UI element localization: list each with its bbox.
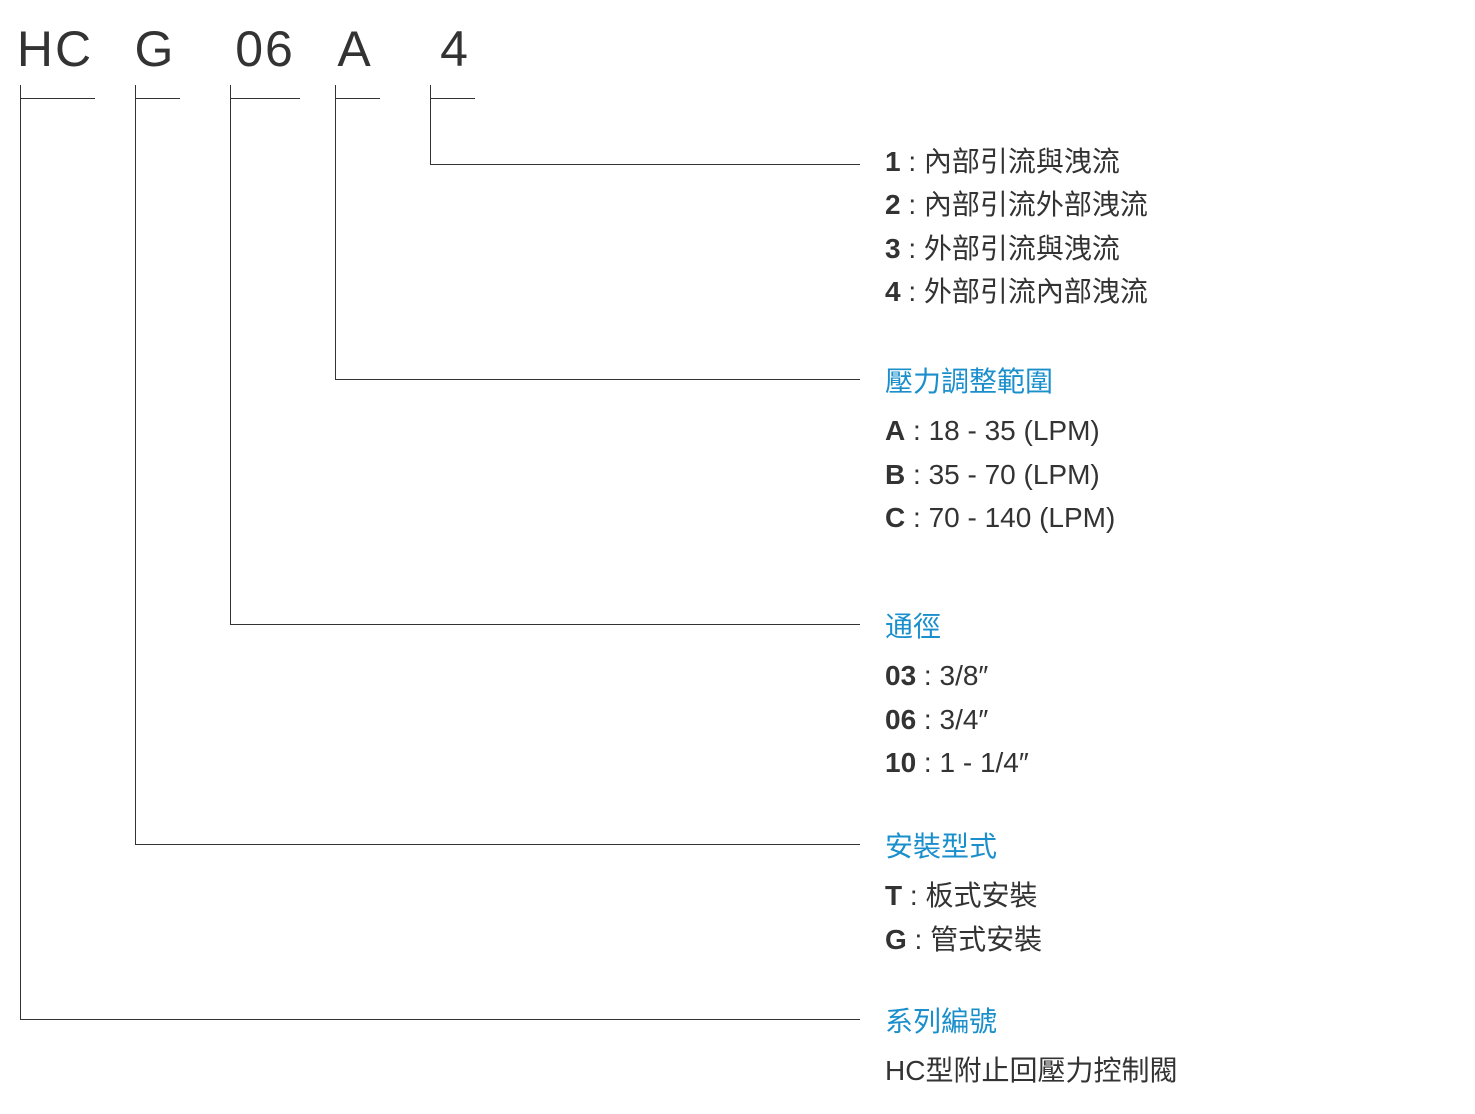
- desc-key: 1: [885, 146, 901, 177]
- group-heading: 系列編號: [885, 1000, 1177, 1043]
- leader-4: [430, 99, 860, 165]
- desc-key: 2: [885, 189, 901, 220]
- desc-key: 4: [885, 276, 901, 307]
- desc-key: A: [885, 415, 905, 446]
- tick-a: [335, 85, 380, 99]
- desc-value: 18 - 35 (LPM): [929, 415, 1100, 446]
- desc-value: 3/8″: [940, 660, 989, 691]
- group-mounting: 安裝型式T : 板式安裝G : 管式安裝: [885, 825, 1042, 961]
- desc-value: 外部引流與洩流: [924, 233, 1120, 264]
- desc-value: 35 - 70 (LPM): [929, 459, 1100, 490]
- desc-line: HC型附止回壓力控制閥: [885, 1049, 1177, 1092]
- desc-value: 內部引流與洩流: [924, 146, 1120, 177]
- desc-key: T: [885, 880, 902, 911]
- group-heading: 壓力調整範圍: [885, 360, 1115, 403]
- desc-sep: :: [901, 233, 924, 264]
- desc-key: 03: [885, 660, 916, 691]
- desc-value: 管式安裝: [930, 924, 1042, 955]
- desc-line: A : 18 - 35 (LPM): [885, 409, 1115, 452]
- desc-line: T : 板式安裝: [885, 874, 1042, 917]
- desc-line: 4 : 外部引流內部洩流: [885, 270, 1148, 313]
- desc-key: G: [885, 924, 907, 955]
- desc-line: 03 : 3/8″: [885, 654, 1029, 697]
- desc-key: 06: [885, 704, 916, 735]
- group-series: 系列編號 HC型附止回壓力控制閥: [885, 1000, 1177, 1093]
- code-seg-06: 06: [230, 20, 300, 78]
- desc-line: 06 : 3/4″: [885, 698, 1029, 741]
- desc-value: 內部引流外部洩流: [924, 189, 1148, 220]
- desc-sep: :: [902, 880, 925, 911]
- tick-06: [230, 85, 300, 99]
- desc-line: 10 : 1 - 1/4″: [885, 741, 1029, 784]
- tick-hc: [20, 85, 95, 99]
- tick-g: [135, 85, 180, 99]
- group-heading: 通徑: [885, 605, 1029, 648]
- desc-key: B: [885, 459, 905, 490]
- desc-sep: :: [916, 660, 939, 691]
- desc-value: 70 - 140 (LPM): [929, 502, 1116, 533]
- code-seg-g: G: [130, 20, 180, 78]
- desc-key: C: [885, 502, 905, 533]
- code-seg-4: 4: [435, 20, 475, 78]
- desc-value: 板式安裝: [925, 880, 1037, 911]
- group-pressure-range: 壓力調整範圍A : 18 - 35 (LPM)B : 35 - 70 (LPM)…: [885, 360, 1115, 540]
- tick-4: [430, 85, 475, 99]
- group-heading: 安裝型式: [885, 825, 1042, 868]
- group-bore: 通徑03 : 3/8″06 : 3/4″10 : 1 - 1/4″: [885, 605, 1029, 785]
- desc-sep: :: [901, 146, 924, 177]
- desc-sep: :: [916, 747, 939, 778]
- desc-line: B : 35 - 70 (LPM): [885, 453, 1115, 496]
- desc-line: G : 管式安裝: [885, 918, 1042, 961]
- desc-sep: :: [901, 189, 924, 220]
- desc-value: 外部引流內部洩流: [924, 276, 1148, 307]
- desc-line: 1 : 內部引流與洩流: [885, 140, 1148, 183]
- group-drain: 1 : 內部引流與洩流2 : 內部引流外部洩流3 : 外部引流與洩流4 : 外部…: [885, 140, 1148, 314]
- desc-sep: :: [907, 924, 930, 955]
- desc-sep: :: [916, 704, 939, 735]
- desc-line: 2 : 內部引流外部洩流: [885, 183, 1148, 226]
- desc-sep: :: [905, 502, 928, 533]
- desc-sep: :: [901, 276, 924, 307]
- desc-sep: :: [905, 415, 928, 446]
- desc-value: 1 - 1/4″: [940, 747, 1029, 778]
- desc-key: 10: [885, 747, 916, 778]
- desc-line: 3 : 外部引流與洩流: [885, 227, 1148, 270]
- desc-key: 3: [885, 233, 901, 264]
- code-seg-hc: HC: [15, 20, 95, 78]
- desc-sep: :: [905, 459, 928, 490]
- desc-value: 3/4″: [940, 704, 989, 735]
- desc-value: HC型附止回壓力控制閥: [885, 1055, 1177, 1086]
- desc-line: C : 70 - 140 (LPM): [885, 496, 1115, 539]
- code-seg-a: A: [330, 20, 380, 78]
